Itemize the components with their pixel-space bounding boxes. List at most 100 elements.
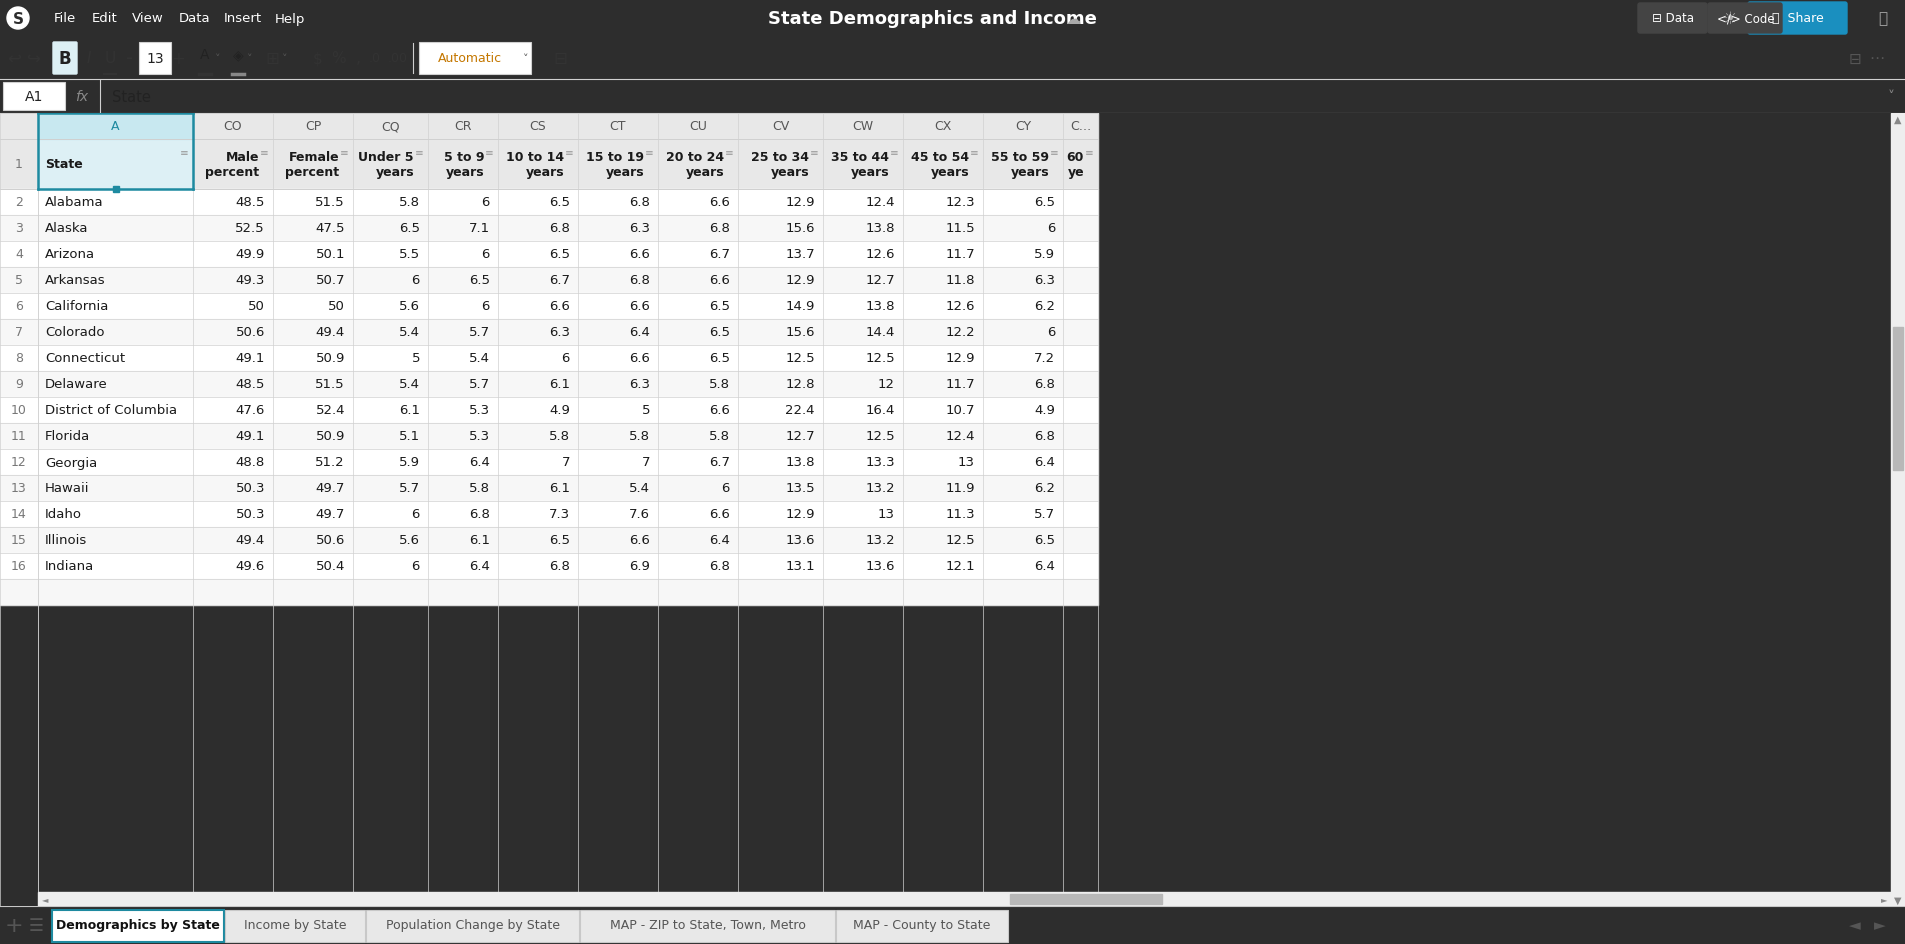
Text: 6.4: 6.4: [469, 560, 490, 573]
Text: 5 to 9
years: 5 to 9 years: [444, 151, 484, 178]
Text: Connecticut: Connecticut: [46, 352, 126, 365]
Text: ≡: ≡: [724, 148, 733, 158]
Bar: [0, 424, 1097, 449]
Text: 13: 13: [878, 508, 895, 521]
Text: 10.7: 10.7: [945, 404, 975, 417]
Text: 12.9: 12.9: [785, 508, 815, 521]
Text: 15 to 19
years: 15 to 19 years: [587, 151, 644, 178]
Text: ≡: ≡: [1050, 148, 1059, 158]
FancyBboxPatch shape: [1709, 4, 1781, 34]
Text: ►: ►: [1880, 895, 1888, 903]
Text: ⊟: ⊟: [552, 50, 568, 68]
Text: 6.8: 6.8: [629, 274, 650, 287]
Bar: [0, 140, 1097, 190]
Text: District of Columbia: District of Columbia: [46, 404, 177, 417]
Text: 13.8: 13.8: [865, 300, 895, 313]
Text: 6.5: 6.5: [549, 534, 570, 547]
Text: 12.4: 12.4: [945, 430, 975, 443]
FancyBboxPatch shape: [139, 43, 171, 75]
Text: CU: CU: [690, 121, 707, 133]
Text: 50.9: 50.9: [316, 352, 345, 365]
Text: 6.9: 6.9: [629, 560, 650, 573]
Text: ▲: ▲: [1894, 115, 1901, 125]
Text: ≡: ≡: [970, 148, 979, 158]
Text: ≡: ≡: [564, 148, 573, 158]
Text: 5.6: 5.6: [398, 534, 419, 547]
Text: ↩: ↩: [8, 50, 21, 68]
Text: 48.8: 48.8: [236, 456, 265, 469]
Text: 6.1: 6.1: [398, 404, 419, 417]
FancyBboxPatch shape: [225, 910, 366, 942]
Text: ⋯: ⋯: [1869, 51, 1884, 66]
Bar: [0, 449, 1097, 476]
Text: 13.7: 13.7: [785, 248, 815, 261]
Bar: [0, 553, 1097, 580]
Text: ◄: ◄: [1850, 918, 1861, 933]
Text: CX: CX: [933, 121, 952, 133]
Text: ≡: ≡: [179, 148, 189, 158]
Text: 49.1: 49.1: [236, 352, 265, 365]
Text: 6.6: 6.6: [709, 508, 730, 521]
Text: ˅: ˅: [524, 54, 530, 64]
Text: 6.5: 6.5: [549, 248, 570, 261]
Text: ⊟: ⊟: [1848, 51, 1861, 66]
Text: 👤  Share: 👤 Share: [1772, 12, 1823, 25]
Bar: [38, 140, 192, 190]
Bar: [0, 320, 1097, 346]
Text: 5.7: 5.7: [469, 379, 490, 391]
Text: 5.4: 5.4: [398, 327, 419, 339]
Text: 6: 6: [482, 248, 490, 261]
Bar: [112, 187, 118, 193]
Bar: [0, 242, 1097, 268]
Text: Idaho: Idaho: [46, 508, 82, 521]
Text: 5.4: 5.4: [469, 352, 490, 365]
Text: 5.8: 5.8: [398, 196, 419, 210]
FancyBboxPatch shape: [4, 83, 65, 110]
Text: ≡: ≡: [339, 148, 349, 158]
FancyBboxPatch shape: [366, 910, 579, 942]
Text: 6.4: 6.4: [469, 456, 490, 469]
Text: 50.4: 50.4: [316, 560, 345, 573]
Text: 47.6: 47.6: [236, 404, 265, 417]
Text: 6: 6: [482, 300, 490, 313]
Text: 13: 13: [11, 482, 27, 495]
Text: 5.1: 5.1: [398, 430, 419, 443]
Text: 👤: 👤: [1878, 11, 1888, 26]
Text: 6.4: 6.4: [629, 327, 650, 339]
Text: 6.5: 6.5: [709, 327, 730, 339]
Text: CQ: CQ: [381, 121, 400, 133]
Text: 13.6: 13.6: [785, 534, 815, 547]
Text: Male
percent: Male percent: [206, 151, 259, 178]
Text: California: California: [46, 300, 109, 313]
Text: 13: 13: [147, 52, 164, 66]
Text: 4.9: 4.9: [1034, 404, 1055, 417]
Text: </> Code: </> Code: [1716, 12, 1775, 25]
Text: 5: 5: [642, 404, 650, 417]
Text: 6.8: 6.8: [1034, 430, 1055, 443]
Text: 12.7: 12.7: [785, 430, 815, 443]
Bar: [0, 268, 1097, 294]
Text: 12.5: 12.5: [945, 534, 975, 547]
Text: 6.5: 6.5: [398, 222, 419, 235]
Text: Under 5
years: Under 5 years: [358, 151, 413, 178]
Text: Alaska: Alaska: [46, 222, 88, 235]
Text: 6.3: 6.3: [629, 379, 650, 391]
Text: ≡: ≡: [1084, 148, 1093, 158]
Text: 6: 6: [482, 196, 490, 210]
Text: 5.6: 5.6: [398, 300, 419, 313]
Text: 49.6: 49.6: [236, 560, 265, 573]
Text: Illinois: Illinois: [46, 534, 88, 547]
FancyBboxPatch shape: [581, 910, 834, 942]
Text: .0: .0: [370, 53, 381, 65]
Text: 52.5: 52.5: [236, 222, 265, 235]
Text: 6.5: 6.5: [469, 274, 490, 287]
Text: 5.4: 5.4: [629, 482, 650, 495]
Text: 6: 6: [1046, 222, 1055, 235]
Text: Colorado: Colorado: [46, 327, 105, 339]
Text: Alabama: Alabama: [46, 196, 103, 210]
Text: 60
ye: 60 ye: [1067, 151, 1084, 178]
Text: 11.7: 11.7: [945, 379, 975, 391]
Text: 12.3: 12.3: [945, 196, 975, 210]
Bar: [38, 892, 1892, 906]
Text: CW: CW: [852, 121, 874, 133]
